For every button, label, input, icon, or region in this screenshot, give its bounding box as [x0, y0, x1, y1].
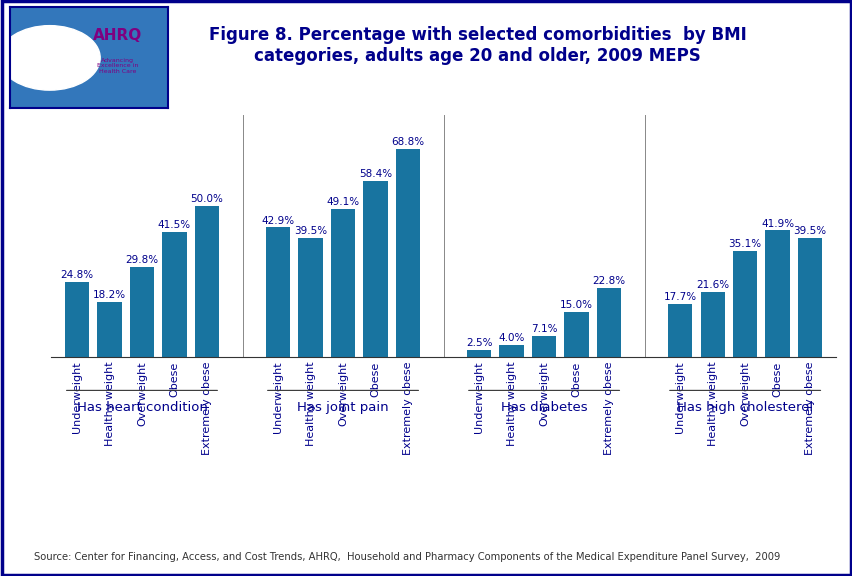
Text: AHRQ: AHRQ — [93, 28, 142, 43]
Text: 22.8%: 22.8% — [591, 276, 625, 286]
Bar — [596, 288, 620, 357]
Text: 68.8%: 68.8% — [391, 137, 424, 147]
Bar — [797, 238, 821, 357]
Bar — [162, 232, 187, 357]
Text: 15.0%: 15.0% — [560, 300, 592, 310]
Bar — [65, 282, 89, 357]
Bar — [331, 209, 354, 357]
Bar — [363, 180, 387, 357]
Circle shape — [0, 25, 100, 90]
Text: 17.7%: 17.7% — [663, 292, 696, 302]
Text: 49.1%: 49.1% — [326, 197, 360, 207]
Text: 39.5%: 39.5% — [792, 226, 826, 236]
Bar — [194, 206, 219, 357]
Text: 35.1%: 35.1% — [728, 239, 761, 249]
Bar — [266, 228, 290, 357]
Bar — [499, 345, 523, 357]
Text: Has diabetes: Has diabetes — [500, 401, 587, 414]
Bar — [732, 251, 757, 357]
Text: Figure 8. Percentage with selected comorbidities  by BMI
categories, adults age : Figure 8. Percentage with selected comor… — [209, 26, 746, 65]
Text: 41.9%: 41.9% — [760, 219, 793, 229]
Text: 41.5%: 41.5% — [158, 220, 191, 230]
Bar — [564, 312, 588, 357]
Bar — [130, 267, 154, 357]
Text: 50.0%: 50.0% — [190, 194, 223, 204]
Text: Has high cholesterol: Has high cholesterol — [676, 401, 812, 414]
Text: 29.8%: 29.8% — [125, 255, 158, 265]
Bar — [532, 336, 556, 357]
Text: 24.8%: 24.8% — [60, 270, 94, 281]
Text: 4.0%: 4.0% — [498, 333, 524, 343]
Bar — [395, 149, 419, 357]
Text: 18.2%: 18.2% — [93, 290, 126, 300]
Bar — [699, 292, 724, 357]
Text: 39.5%: 39.5% — [294, 226, 327, 236]
Text: Advancing
Excellence in
Health Care: Advancing Excellence in Health Care — [97, 58, 138, 74]
Bar — [764, 230, 789, 357]
Text: Has heart condition: Has heart condition — [77, 401, 207, 414]
Text: 58.4%: 58.4% — [359, 169, 392, 179]
Text: Source: Center for Financing, Access, and Cost Trends, AHRQ,  Household and Phar: Source: Center for Financing, Access, an… — [34, 552, 780, 562]
Text: 21.6%: 21.6% — [695, 280, 728, 290]
Bar — [97, 302, 122, 357]
Bar — [467, 350, 491, 357]
Text: 7.1%: 7.1% — [530, 324, 556, 334]
Text: 42.9%: 42.9% — [262, 215, 295, 226]
Bar — [667, 304, 692, 357]
Text: 2.5%: 2.5% — [465, 338, 492, 348]
Text: Has joint pain: Has joint pain — [296, 401, 389, 414]
Bar — [298, 238, 322, 357]
